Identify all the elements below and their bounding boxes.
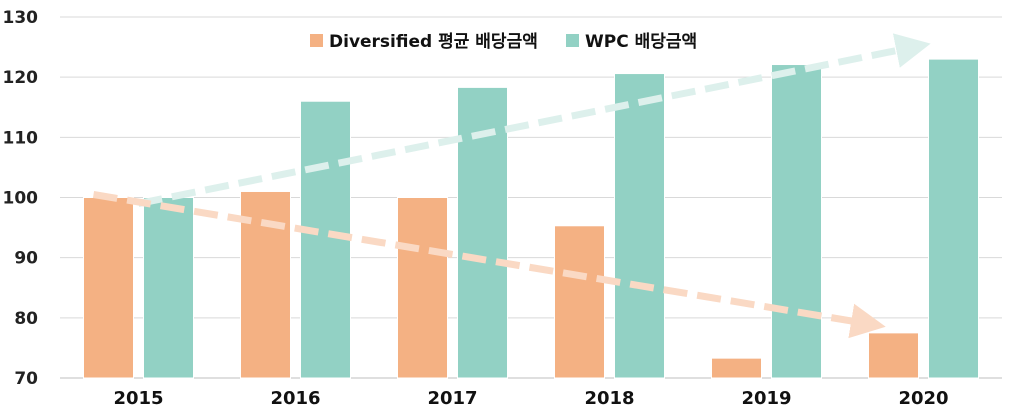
x-axis-ticks: 2015 2016 2017 2018 2019 2020: [113, 388, 948, 409]
x-tick-label: 2018: [584, 388, 634, 409]
legend-swatch-wpc: [566, 34, 579, 47]
y-tick-label: 120: [3, 68, 39, 88]
bars: [83, 58, 979, 379]
x-tick-label: 2016: [270, 388, 320, 409]
diversified-trend-arrow: [92, 191, 886, 339]
bar-wpc-2020: [928, 58, 979, 379]
y-tick-label: 100: [3, 189, 39, 209]
bar-diversified-2017: [397, 197, 448, 379]
bar-diversified-2015: [83, 197, 134, 379]
x-tick-label: 2019: [741, 388, 791, 409]
x-tick-label: 2015: [113, 388, 163, 409]
x-tick-label: 2020: [898, 388, 948, 409]
gridlines: [60, 16, 1002, 379]
legend-swatch-diversified: [310, 34, 323, 47]
legend-label-wpc: WPC 배당금액: [585, 32, 697, 52]
x-tick-label: 2017: [427, 388, 477, 409]
bar-wpc-2015: [143, 197, 194, 379]
y-tick-label: 90: [14, 249, 38, 269]
y-axis-ticks: 70 80 90 100 110 120 130: [3, 8, 39, 389]
wpc-trend-arrow: [137, 33, 931, 207]
bar-diversified-2019: [711, 357, 762, 379]
legend-label-diversified: Diversified 평균 배당금액: [329, 32, 538, 52]
bar-wpc-2018: [614, 73, 665, 379]
bar-wpc-2016: [300, 100, 351, 379]
trend-arrows: [92, 33, 931, 339]
y-tick-label: 70: [14, 369, 38, 389]
bar-diversified-2018: [554, 225, 605, 379]
legend: Diversified 평균 배당금액 WPC 배당금액: [310, 32, 697, 52]
bar-wpc-2019: [771, 64, 822, 379]
y-tick-label: 130: [3, 8, 39, 28]
y-tick-label: 110: [3, 128, 39, 148]
y-tick-label: 80: [14, 309, 38, 329]
bar-diversified-2020: [868, 332, 919, 379]
